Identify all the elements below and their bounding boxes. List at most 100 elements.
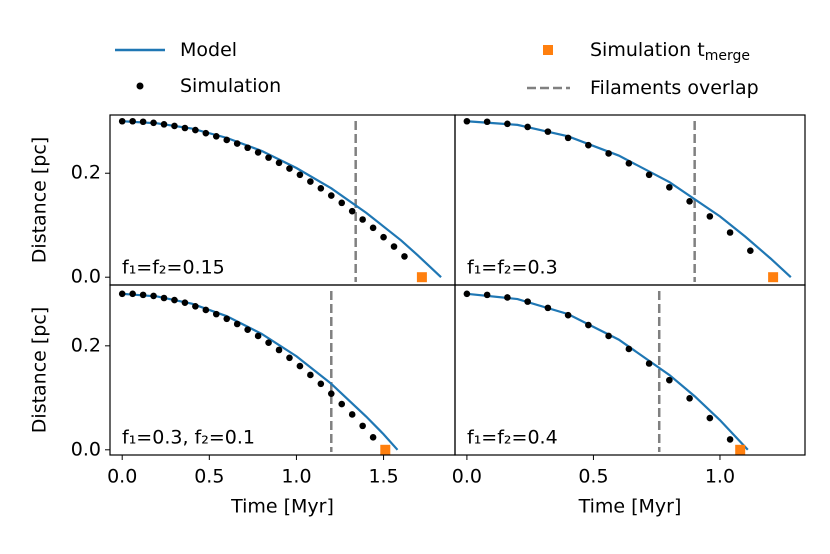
simulation-dot <box>317 185 325 192</box>
merge-marker <box>416 272 427 283</box>
simulation-dot <box>202 129 210 137</box>
simulation-dot <box>686 395 693 402</box>
legend-dot <box>136 82 144 90</box>
legend-text: Simulation t <box>590 39 705 61</box>
legend-text: Simulation <box>180 75 281 97</box>
simulation-dot <box>380 233 387 241</box>
simulation-dot <box>348 411 356 418</box>
simulation-dot <box>181 299 189 306</box>
simulation-dot <box>524 123 531 131</box>
y-tick-label: 0.2 <box>71 334 101 356</box>
simulation-dot <box>483 118 491 126</box>
simulation-dot <box>265 339 272 347</box>
simulation-dot <box>645 171 653 179</box>
simulation-dot <box>706 213 714 220</box>
simulation-dot <box>150 292 157 300</box>
x-tick-label: 0.5 <box>578 466 608 488</box>
simulation-dot <box>338 400 346 408</box>
simulation-dot <box>244 144 251 152</box>
simulation-dot <box>212 310 220 318</box>
simulation-dot <box>296 362 304 370</box>
simulation-dot <box>726 436 734 443</box>
panel: 0.0 0.2 Distance [pc] f₁=f₂=0.15 <box>29 114 456 288</box>
simulation-dot <box>348 207 356 215</box>
legend-subscript: merge <box>705 48 750 64</box>
x-tick-label: 1.0 <box>281 466 311 488</box>
simulation-dot <box>585 141 592 149</box>
legend-label: Simulation tmerge <box>590 39 750 65</box>
simulation-dot <box>286 354 293 362</box>
x-tick-label: 0.0 <box>107 466 137 488</box>
panel: f₁=f₂=0.3 <box>454 114 806 286</box>
simulation-dot <box>726 229 734 236</box>
x-tick-label: 1.0 <box>705 466 735 488</box>
simulation-dot <box>275 159 283 167</box>
simulation-dot <box>585 321 592 329</box>
simulation-dot <box>706 414 714 422</box>
simulation-dot <box>327 390 335 397</box>
y-tick-label: 0.0 <box>71 266 101 288</box>
simulation-dot <box>666 183 673 191</box>
simulation-dot <box>483 291 491 299</box>
simulation-dot <box>202 306 210 314</box>
simulation-dot <box>275 346 283 354</box>
simulation-dot <box>296 171 304 179</box>
simulation-dot <box>564 311 572 319</box>
legend-label: Model <box>180 39 237 61</box>
legend-square <box>543 45 553 55</box>
simulation-dot <box>139 291 147 299</box>
simulation-dot <box>747 247 754 254</box>
simulation-dot <box>390 243 398 250</box>
simulation-dot <box>254 149 262 156</box>
simulation-dot <box>369 224 377 232</box>
legend-label: Filaments overlap <box>590 77 759 99</box>
simulation-dot <box>463 290 471 298</box>
simulation-dot <box>359 216 366 223</box>
simulation-dot <box>338 199 346 207</box>
simulation-dot <box>605 332 612 340</box>
simulation-dot <box>686 197 693 205</box>
simulation-dot <box>118 290 126 298</box>
simulation-dot <box>223 136 231 144</box>
simulation-dot <box>564 134 572 142</box>
x-tick-label: 1.5 <box>368 466 398 488</box>
x-tick-label: 0.5 <box>194 466 224 488</box>
simulation-dot <box>605 150 612 157</box>
legend-label: Simulation <box>180 75 281 97</box>
simulation-dot <box>212 133 220 140</box>
panel-frame <box>454 284 806 456</box>
simulation-dot <box>254 332 262 340</box>
simulation-dot <box>129 290 136 298</box>
x-axis-label: Time [Myr] <box>578 496 682 518</box>
simulation-dot <box>625 160 633 167</box>
simulation-dot <box>544 304 552 312</box>
simulation-dot <box>129 117 136 125</box>
y-tick-label: 0.0 <box>71 438 101 460</box>
model-line <box>466 120 792 279</box>
y-tick-label: 0.2 <box>71 162 101 184</box>
panel-annotation: f₁=0.3, f₂=0.1 <box>122 427 255 449</box>
simulation-dot <box>317 380 325 388</box>
x-tick-label: 0.0 <box>452 466 482 488</box>
simulation-dot <box>171 296 178 304</box>
simulation-dot <box>265 154 272 161</box>
simulation-dot <box>286 165 293 172</box>
simulation-dot <box>160 121 168 128</box>
simulation-dot <box>401 253 408 260</box>
simulation-dot <box>463 117 471 125</box>
merge-marker <box>380 444 391 455</box>
simulation-dot <box>181 124 189 132</box>
simulation-dot <box>666 376 673 384</box>
simulation-dot <box>327 192 335 199</box>
merge-marker <box>735 444 746 455</box>
panel-annotation: f₁=f₂=0.15 <box>122 257 225 279</box>
simulation-dot <box>223 315 231 323</box>
panel: 0.0 0.2 0.0 0.5 1.0 1.5 Distance [pc] Time [Myr… <box>29 284 456 518</box>
simulation-dot <box>171 122 178 130</box>
legend-text: Filaments overlap <box>590 77 759 99</box>
simulation-dot <box>139 118 147 126</box>
simulation-dot <box>307 371 314 379</box>
y-axis-label: Distance [pc] <box>29 307 51 433</box>
simulation-dot <box>369 434 377 441</box>
